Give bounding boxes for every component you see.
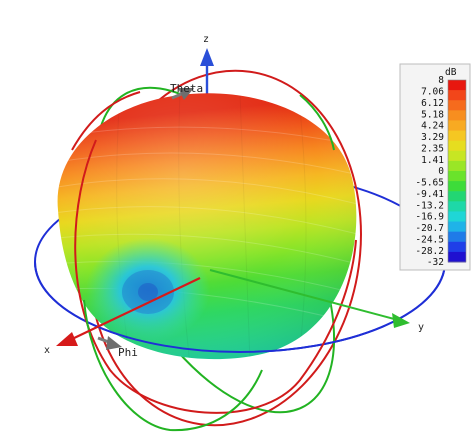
color-scale-band: [448, 160, 466, 172]
color-scale-tick-label: -20.7: [415, 223, 444, 234]
z-axis-arrowhead: [200, 48, 214, 66]
blue-ring-front: [34, 261, 446, 353]
x-axis-label: x: [44, 345, 50, 356]
z-axis-label: z: [203, 34, 209, 45]
color-scale-band: [448, 130, 466, 142]
color-scale-band: [448, 110, 466, 121]
red-ring-front: [74, 139, 357, 414]
color-scale-tick-label: -16.9: [415, 212, 444, 223]
y-axis-label: y: [418, 322, 424, 333]
color-scale-band: [448, 251, 466, 263]
color-scale-band: [448, 140, 466, 152]
phi-label: Phi: [118, 346, 138, 359]
color-scale-tick-label: -28.2: [415, 246, 444, 257]
color-scale-tick-label: -13.2: [415, 200, 444, 211]
x-axis-arrowhead: [56, 332, 78, 346]
color-scale-band: [448, 241, 466, 253]
color-scale-tick-label: 0: [438, 166, 444, 177]
color-scale-tick-label: 6.12: [421, 98, 444, 109]
color-scale-band: [448, 100, 466, 111]
color-scale-outline: [447, 79, 467, 263]
color-scale-tick-label: -5.65: [415, 178, 444, 189]
y-axis-line: [209, 269, 399, 321]
color-scale-band: [448, 181, 466, 192]
color-scale-band: [448, 211, 466, 223]
color-scale-band: [448, 90, 466, 101]
phi-arrowhead: [106, 336, 122, 350]
color-scale-tick-label: 2.35: [421, 143, 444, 154]
radiation-lobe: [57, 93, 357, 360]
color-scale-band: [448, 231, 466, 243]
green-ring-front: [83, 299, 263, 432]
color-scale-tick-label: 4.24: [421, 121, 444, 132]
ring-front-layer: [34, 91, 446, 432]
color-scale-band: [448, 150, 466, 162]
color-scale-tick-label: 5.18: [421, 109, 444, 120]
color-scale-tick-label: -24.5: [415, 234, 444, 245]
color-scale-band: [448, 221, 466, 233]
y-axis-arrowhead: [392, 313, 410, 328]
x-axis-line: [69, 277, 201, 341]
color-scale-tick-label: 7.06: [421, 87, 444, 98]
color-scale: dB 87.066.125.184.243.292.351.410-5.65-9…: [399, 63, 471, 271]
color-scale-tick-label: 3.29: [421, 132, 444, 143]
color-scale-tick-label: 1.41: [421, 155, 444, 166]
color-scale-bar: [447, 79, 467, 263]
theta-arrowhead: [178, 88, 194, 100]
color-scale-unit: dB: [445, 67, 457, 78]
color-scale-band: [448, 80, 466, 91]
color-scale-tick-label: -32: [427, 257, 444, 268]
color-scale-tick-label: -9.41: [415, 189, 444, 200]
color-scale-band: [448, 171, 466, 182]
color-scale-ticks: 87.066.125.184.243.292.351.410-5.65-9.41…: [415, 75, 444, 268]
theta-label: Theta: [170, 82, 203, 95]
color-scale-band: [448, 191, 466, 202]
color-scale-band: [448, 201, 466, 212]
color-scale-tick-label: 8: [438, 75, 444, 86]
color-scale-band: [448, 120, 466, 132]
